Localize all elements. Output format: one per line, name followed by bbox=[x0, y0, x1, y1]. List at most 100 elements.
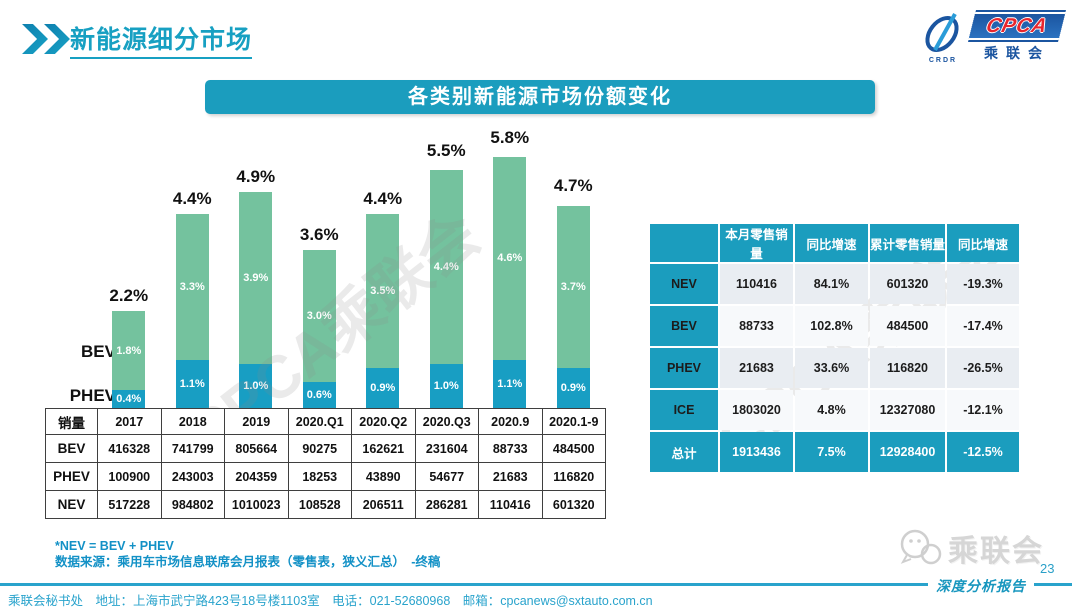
row-label-cell: PHEV bbox=[45, 462, 98, 491]
value-cell: 116820 bbox=[541, 462, 606, 491]
phev-bar-segment: 1.1% bbox=[175, 359, 209, 408]
value-cell: 484500 bbox=[541, 434, 606, 463]
bar-total-label: 4.7% bbox=[553, 176, 593, 196]
value-cell: 805664 bbox=[224, 434, 289, 463]
note-data-source: 数据来源：乘用车市场信息联席会月报表（零售表，狭义汇总） -终稿 bbox=[55, 555, 441, 569]
value-cell: 2020.Q1 bbox=[287, 408, 352, 435]
phev-bar-segment-label: 0.4% bbox=[116, 393, 142, 406]
value-cell: 12327080 bbox=[870, 390, 945, 430]
value-cell: 2018 bbox=[160, 408, 225, 435]
value-cell: -12.1% bbox=[947, 390, 1019, 430]
phev-bar-segment-label: 0.9% bbox=[370, 382, 396, 395]
report-series-label: 深度分析报告 bbox=[928, 576, 1034, 596]
value-cell: 100900 bbox=[97, 462, 162, 491]
summary-table: 本月零售销量 同比增速 累计零售销量 同比增速 NEV 110416 84.1% 601320… bbox=[648, 222, 1021, 474]
bev-bar-segment: 1.8% bbox=[112, 311, 146, 391]
row-label-cell: PHEV bbox=[650, 348, 718, 388]
value-cell: 110416 bbox=[720, 264, 793, 304]
summary-header-row: 本月零售销量 同比增速 累计零售销量 同比增速 bbox=[650, 224, 1019, 262]
phev-bar-segment-label: 0.9% bbox=[560, 382, 586, 395]
value-cell: 243003 bbox=[160, 462, 225, 491]
value-cell: 2017 bbox=[97, 408, 162, 435]
value-cell: 741799 bbox=[160, 434, 225, 463]
value-cell: 43890 bbox=[351, 462, 416, 491]
bev-bar-segment: 3.0% bbox=[302, 249, 336, 382]
value-cell: 21683 bbox=[720, 348, 793, 388]
value-cell: 204359 bbox=[224, 462, 289, 491]
page-title: 新能源细分市场 bbox=[70, 20, 253, 59]
summary-data-row: ICE 1803020 4.8% 12327080 -12.1% bbox=[650, 390, 1019, 430]
value-cell: 110416 bbox=[478, 490, 543, 519]
value-cell: 2020.9 bbox=[478, 408, 543, 435]
bev-bar-segment-label: 3.3% bbox=[179, 281, 205, 294]
phev-bar-segment-label: 1.1% bbox=[497, 377, 523, 390]
summary-header-cell: 同比增速 bbox=[795, 224, 868, 262]
summary-data-row: NEV 110416 84.1% 601320 -19.3% bbox=[650, 264, 1019, 304]
wechat-logo: 乘联会 bbox=[898, 526, 1044, 570]
value-cell: 18253 bbox=[287, 462, 352, 491]
wechat-icon bbox=[900, 529, 942, 565]
value-cell: 1913436 bbox=[720, 432, 793, 472]
bev-bar-segment-label: 4.6% bbox=[497, 252, 523, 265]
row-label-cell: 销量 bbox=[45, 408, 98, 435]
row-label-cell: NEV bbox=[45, 490, 98, 519]
phev-bar-segment: 0.9% bbox=[556, 368, 590, 408]
value-cell: 231604 bbox=[414, 434, 479, 463]
chart-banner-title: 各类别新能源市场份额变化 bbox=[205, 80, 875, 114]
phev-bar-segment-label: 0.6% bbox=[306, 388, 332, 401]
value-cell: 108528 bbox=[287, 490, 352, 519]
value-cell: 162621 bbox=[351, 434, 416, 463]
value-cell: 21683 bbox=[478, 462, 543, 491]
phev-bar-segment: 0.4% bbox=[112, 390, 146, 408]
bev-bar-segment-label: 3.0% bbox=[306, 309, 332, 322]
value-cell: 416328 bbox=[97, 434, 162, 463]
note-nev-formula: *NEV = BEV + PHEV bbox=[55, 539, 174, 553]
axis-label-phev: PHEV bbox=[69, 386, 116, 405]
summary-data-row: BEV 88733 102.8% 484500 -17.4% bbox=[650, 306, 1019, 346]
footer-divider bbox=[0, 583, 1072, 586]
wechat-account-name: 乘联会 bbox=[948, 535, 1044, 568]
bev-bar-segment: 3.5% bbox=[366, 214, 400, 369]
sales-table-body: 销量 2017 2018 2019 2020.Q1 2020.Q2 2020.Q3 2020.… bbox=[45, 408, 606, 519]
bev-bar-segment: 3.3% bbox=[175, 214, 209, 360]
chevron-right-icon bbox=[22, 24, 48, 54]
phev-bar-segment: 1.1% bbox=[493, 359, 527, 408]
value-cell: 84.1% bbox=[795, 264, 868, 304]
value-cell: -12.5% bbox=[947, 432, 1019, 472]
phev-bar-segment: 1.0% bbox=[239, 364, 273, 408]
phev-bar-segment-label: 1.0% bbox=[243, 380, 269, 392]
sales-header-row: 销量 2017 2018 2019 2020.Q1 2020.Q2 2020.Q3 2020.… bbox=[45, 408, 606, 435]
bev-bar-segment-label: 3.7% bbox=[560, 281, 586, 293]
bev-bar-segment: 3.9% bbox=[239, 192, 273, 364]
bev-bar-segment-label: 3.9% bbox=[243, 272, 269, 285]
axis-label-bev: BEV bbox=[81, 342, 116, 361]
bev-bar-segment-label: 1.8% bbox=[116, 344, 142, 357]
row-label-cell: 总计 bbox=[650, 432, 718, 472]
bar-total-label: 2.2% bbox=[109, 286, 149, 306]
cpca-logo: CRDR CPCA 乘联会 bbox=[918, 12, 1068, 68]
phev-bar-segment: 0.9% bbox=[366, 368, 400, 408]
value-cell: 90275 bbox=[287, 434, 352, 463]
value-cell: 601320 bbox=[870, 264, 945, 304]
value-cell: -19.3% bbox=[947, 264, 1019, 304]
value-cell: 4.8% bbox=[795, 390, 868, 430]
value-cell: 33.6% bbox=[795, 348, 868, 388]
summary-header-cell: 本月零售销量 bbox=[720, 224, 793, 262]
value-cell: 2020.Q2 bbox=[351, 408, 416, 435]
sales-table: 销量 2017 2018 2019 2020.Q1 2020.Q2 2020.Q3 2020.… bbox=[45, 408, 606, 519]
phev-bar-segment: 1.0% bbox=[429, 364, 463, 408]
footer-contact-text: 乘联会秘书处 地址：上海市武宁路423号18号楼1103室 电话：021-526… bbox=[8, 594, 653, 608]
value-cell: 2020.1-9 bbox=[541, 408, 606, 435]
value-cell: 2019 bbox=[224, 408, 289, 435]
value-cell: 984802 bbox=[160, 490, 225, 519]
row-label-cell: BEV bbox=[45, 434, 98, 463]
bev-bar-segment-label: 3.5% bbox=[370, 285, 396, 298]
value-cell: 1803020 bbox=[720, 390, 793, 430]
page-number: 23 bbox=[1040, 561, 1055, 576]
value-cell: 7.5% bbox=[795, 432, 868, 472]
summary-header-cell: 同比增速 bbox=[947, 224, 1019, 262]
value-cell: 2020.Q3 bbox=[414, 408, 479, 435]
bev-bar-segment: 3.7% bbox=[556, 205, 590, 369]
crdr-text: CRDR bbox=[928, 57, 958, 64]
phev-bar-segment-label: 1.1% bbox=[179, 377, 205, 390]
